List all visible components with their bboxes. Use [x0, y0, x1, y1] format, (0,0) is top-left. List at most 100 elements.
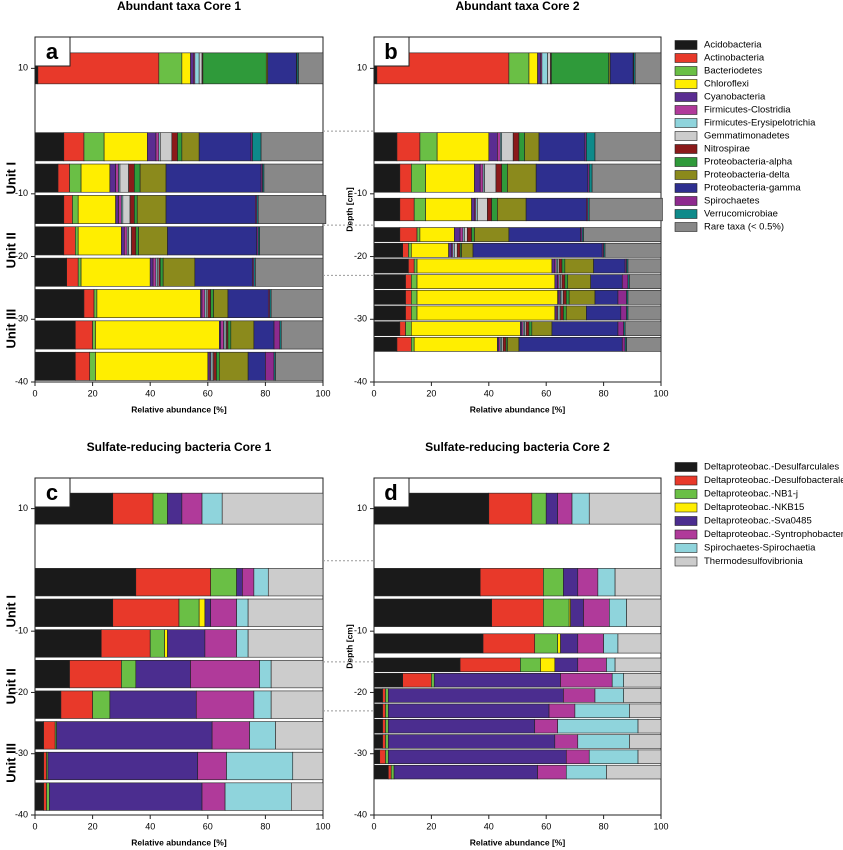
- bar-segment: [373, 718, 383, 734]
- x-tick-label: 0: [371, 821, 376, 831]
- bar-segment: [588, 163, 593, 193]
- y-tick-label: 10: [18, 503, 28, 513]
- bar-segment: [425, 163, 475, 193]
- bar-segment: [280, 320, 324, 350]
- bar-segment: [253, 568, 269, 597]
- bar-segment: [461, 242, 474, 258]
- bar-segment: [623, 673, 662, 688]
- bar-segment: [388, 749, 567, 764]
- x-tick-label: 60: [541, 388, 551, 398]
- y-tick-label: -40: [15, 376, 28, 386]
- bar-segment: [373, 197, 401, 222]
- legend-swatch: [674, 105, 698, 115]
- bar-segment: [211, 721, 250, 750]
- bar-segment: [431, 673, 435, 688]
- bar-segment: [609, 598, 627, 627]
- bar-segment: [275, 721, 324, 750]
- bar-segment: [275, 351, 324, 381]
- legend-swatch: [674, 144, 698, 154]
- bar-segment: [83, 132, 105, 162]
- bar-segment: [224, 782, 292, 811]
- bar-segment: [508, 227, 581, 242]
- bar-segment: [273, 320, 281, 350]
- bar-segment: [139, 163, 167, 193]
- bar-segment: [134, 163, 141, 193]
- bar-segment: [411, 289, 418, 305]
- bar-segment: [560, 633, 579, 654]
- bar-segment: [565, 749, 590, 764]
- bar-segment: [219, 351, 249, 381]
- y-tick-label: -10: [15, 188, 28, 198]
- bar-segment: [190, 52, 194, 85]
- bar-segment: [69, 163, 82, 193]
- legend-swatch: [674, 209, 698, 219]
- bar-segment: [373, 734, 383, 749]
- bar-segment: [138, 226, 168, 256]
- x-tick-label: 80: [260, 821, 270, 831]
- bar-segment: [63, 195, 73, 224]
- bar-segment: [121, 226, 125, 256]
- bar-segment: [75, 320, 93, 350]
- bar-segment: [388, 718, 536, 734]
- bar-segment: [47, 751, 199, 781]
- bar-segment: [634, 52, 662, 85]
- bar-segment: [554, 274, 558, 289]
- bar-segment: [484, 163, 497, 193]
- y-tick-label: -20: [354, 251, 367, 261]
- bar-segment: [586, 132, 596, 162]
- bar-segment: [565, 305, 587, 321]
- bar-segment: [402, 673, 432, 688]
- bar-segment: [593, 258, 626, 274]
- bar-segment: [373, 289, 406, 305]
- bar-segment: [167, 226, 258, 256]
- bar-segment: [617, 321, 624, 337]
- bar-segment: [568, 289, 596, 305]
- bar-segment: [194, 257, 253, 287]
- bar-segment: [538, 132, 586, 162]
- bar-segment: [609, 52, 634, 85]
- bar-segment: [543, 568, 564, 597]
- bar-segment: [57, 163, 70, 193]
- bar-segment: [236, 629, 249, 658]
- x-tick-label: 60: [203, 821, 213, 831]
- bar-segment: [382, 688, 386, 703]
- bar-segment: [385, 734, 389, 749]
- bar-segment: [627, 258, 662, 274]
- legend-swatch: [674, 92, 698, 102]
- bar-segment: [528, 321, 533, 337]
- bar-segment: [388, 688, 564, 703]
- bar-segment: [385, 749, 389, 764]
- panel-letter-box: [34, 477, 71, 508]
- y-tick-label: -40: [354, 376, 367, 386]
- bar-segment: [551, 52, 610, 85]
- x-axis-label: Relative abundance [%]: [470, 837, 566, 847]
- legend-swatch: [674, 529, 698, 540]
- y-tick-label: -10: [354, 626, 367, 636]
- bar-segment: [122, 195, 131, 224]
- bar-segment: [226, 751, 294, 781]
- bar-segment: [388, 734, 556, 749]
- bar-segment: [152, 492, 168, 525]
- bar-segment: [249, 721, 276, 750]
- y-tick-label: -10: [15, 626, 28, 636]
- bar-segment: [197, 751, 227, 781]
- bar-segment: [637, 749, 662, 764]
- bar-segment: [198, 52, 203, 85]
- bar-segment: [43, 721, 56, 750]
- bar-segment: [373, 688, 383, 703]
- bar-segment: [606, 657, 616, 673]
- bar-segment: [627, 305, 662, 321]
- panel-letter: b: [384, 39, 397, 64]
- bar-segment: [535, 163, 589, 193]
- bar-segment: [253, 320, 275, 350]
- bar-segment: [433, 673, 561, 688]
- bar-segment: [373, 749, 381, 764]
- bar-segment: [411, 242, 449, 258]
- bar-segment: [259, 659, 272, 689]
- bar-segment: [298, 52, 324, 85]
- panel-letter-box: [373, 477, 410, 508]
- bar-segment: [416, 258, 553, 274]
- y-tick-label: -40: [15, 809, 28, 819]
- bar-segment: [497, 197, 527, 222]
- bar-segment: [93, 289, 98, 319]
